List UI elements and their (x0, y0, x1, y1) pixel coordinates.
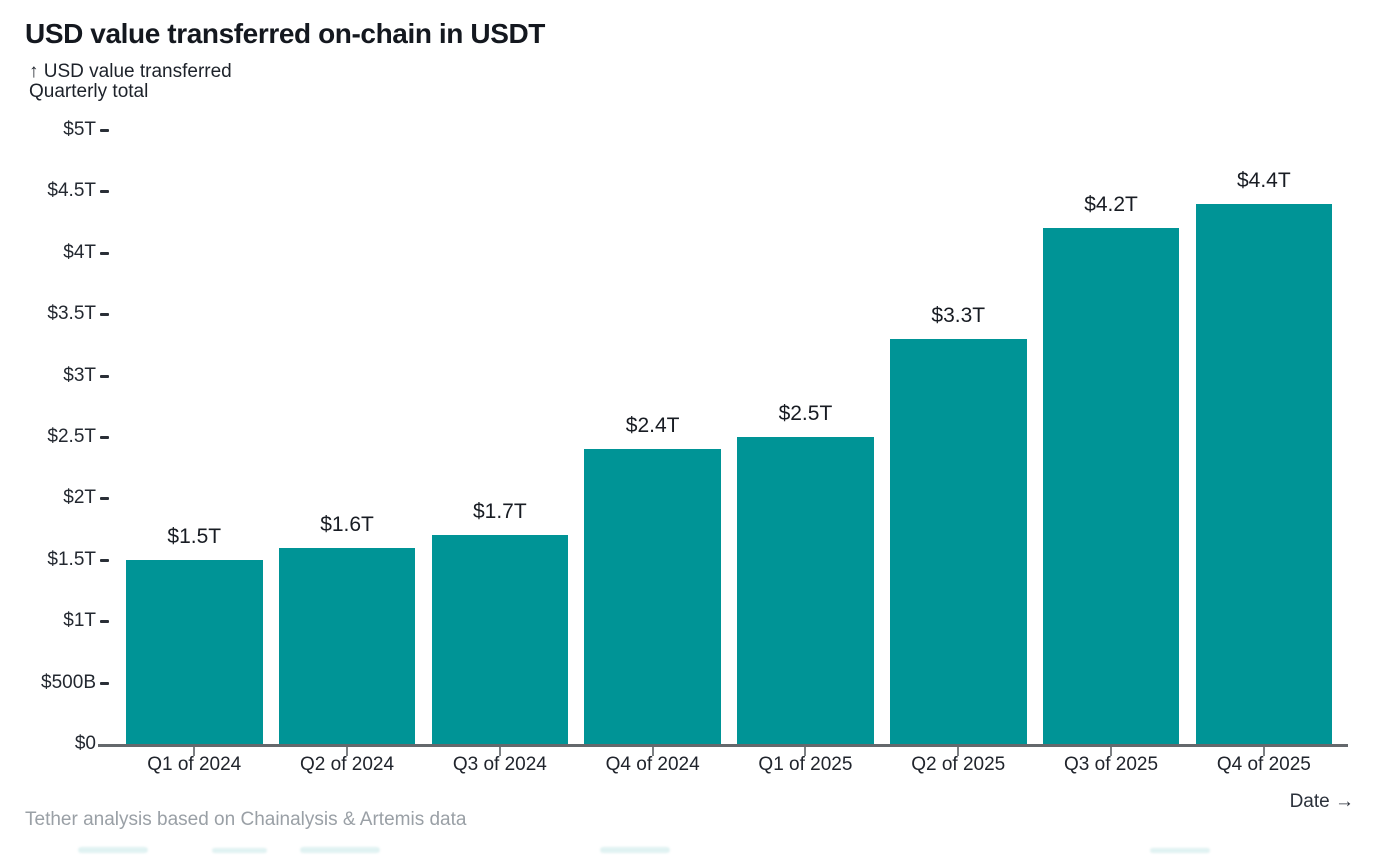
y-tick-label: $500B (41, 671, 96, 693)
x-tick-label: Q2 of 2024 (300, 754, 395, 775)
x-tick-mark (498, 746, 501, 756)
y-axis-title-line1: ↑ USD value transferred (29, 61, 232, 82)
y-tick-label: $0 (74, 733, 96, 754)
bar-value-label: $4.4T (1236, 168, 1291, 192)
y-tick-mark (100, 681, 109, 685)
y-axis-title-line2: Quarterly total (29, 81, 149, 102)
x-tick-mark (193, 746, 196, 756)
x-tick-label: Q2 of 2025 (911, 754, 1006, 775)
bar-value-label: $3.3T (931, 303, 986, 327)
bar-value-label: $2.4T (625, 414, 680, 438)
bar-value-label: $1.7T (472, 500, 527, 524)
y-tick-label: $3T (63, 364, 96, 386)
bar-value-label: $2.5T (778, 402, 833, 425)
y-tick-label: $5T (63, 119, 96, 140)
x-tick-mark (957, 746, 960, 756)
x-tick-label: Q4 of 2024 (605, 754, 700, 775)
x-tick-label: Q4 of 2025 (1216, 754, 1311, 775)
y-tick-mark (100, 436, 109, 439)
y-tick-mark (100, 190, 109, 194)
x-axis-label-date: Date → (1289, 791, 1354, 812)
bar-q2-of-2025 (890, 338, 1027, 744)
bar-q4-of-2024 (584, 449, 721, 744)
y-tick-label: $2T (63, 487, 96, 509)
y-tick-mark (100, 374, 109, 378)
x-axis-line (98, 744, 1348, 747)
bar-q2-of-2024 (278, 547, 416, 744)
x-tick-mark (651, 746, 654, 756)
x-tick-label: Q1 of 2025 (758, 754, 853, 775)
bar-q3-of-2024 (431, 535, 569, 744)
y-tick-label: $3.5T (47, 303, 96, 325)
x-tick-mark (346, 746, 349, 756)
y-tick-mark (100, 251, 109, 255)
x-tick-mark (804, 746, 807, 756)
bar-q1-of-2024 (126, 559, 263, 744)
x-tick-mark (1110, 746, 1113, 756)
bar-q4-of-2025 (1195, 203, 1333, 744)
chart-title: USD value transferred on-chain in USDT (25, 18, 546, 49)
y-tick-mark (100, 497, 109, 501)
bar-value-label: $1.5T (167, 524, 222, 548)
y-tick-label: $1.5T (47, 548, 96, 570)
x-tick-mark (1262, 746, 1265, 756)
y-tick-mark (100, 129, 109, 132)
y-tick-label: $4.5T (47, 180, 96, 202)
y-tick-mark (100, 558, 109, 562)
y-tick-mark (100, 313, 109, 317)
x-tick-label: Q1 of 2024 (147, 754, 242, 775)
bar-value-label: $1.6T (320, 512, 374, 536)
bar-q1-of-2025 (737, 437, 874, 744)
x-tick-label: Q3 of 2025 (1064, 754, 1159, 775)
y-tick-label: $1T (63, 610, 96, 632)
y-tick-mark (100, 620, 109, 624)
source-note: Tether analysis based on Chainalysis & A… (25, 809, 467, 830)
bar-value-label: $4.2T (1084, 193, 1138, 217)
y-tick-label: $2.5T (47, 426, 96, 447)
bar-q3-of-2025 (1042, 228, 1180, 744)
y-tick-label: $4T (63, 241, 96, 263)
x-tick-label: Q3 of 2024 (452, 754, 547, 775)
